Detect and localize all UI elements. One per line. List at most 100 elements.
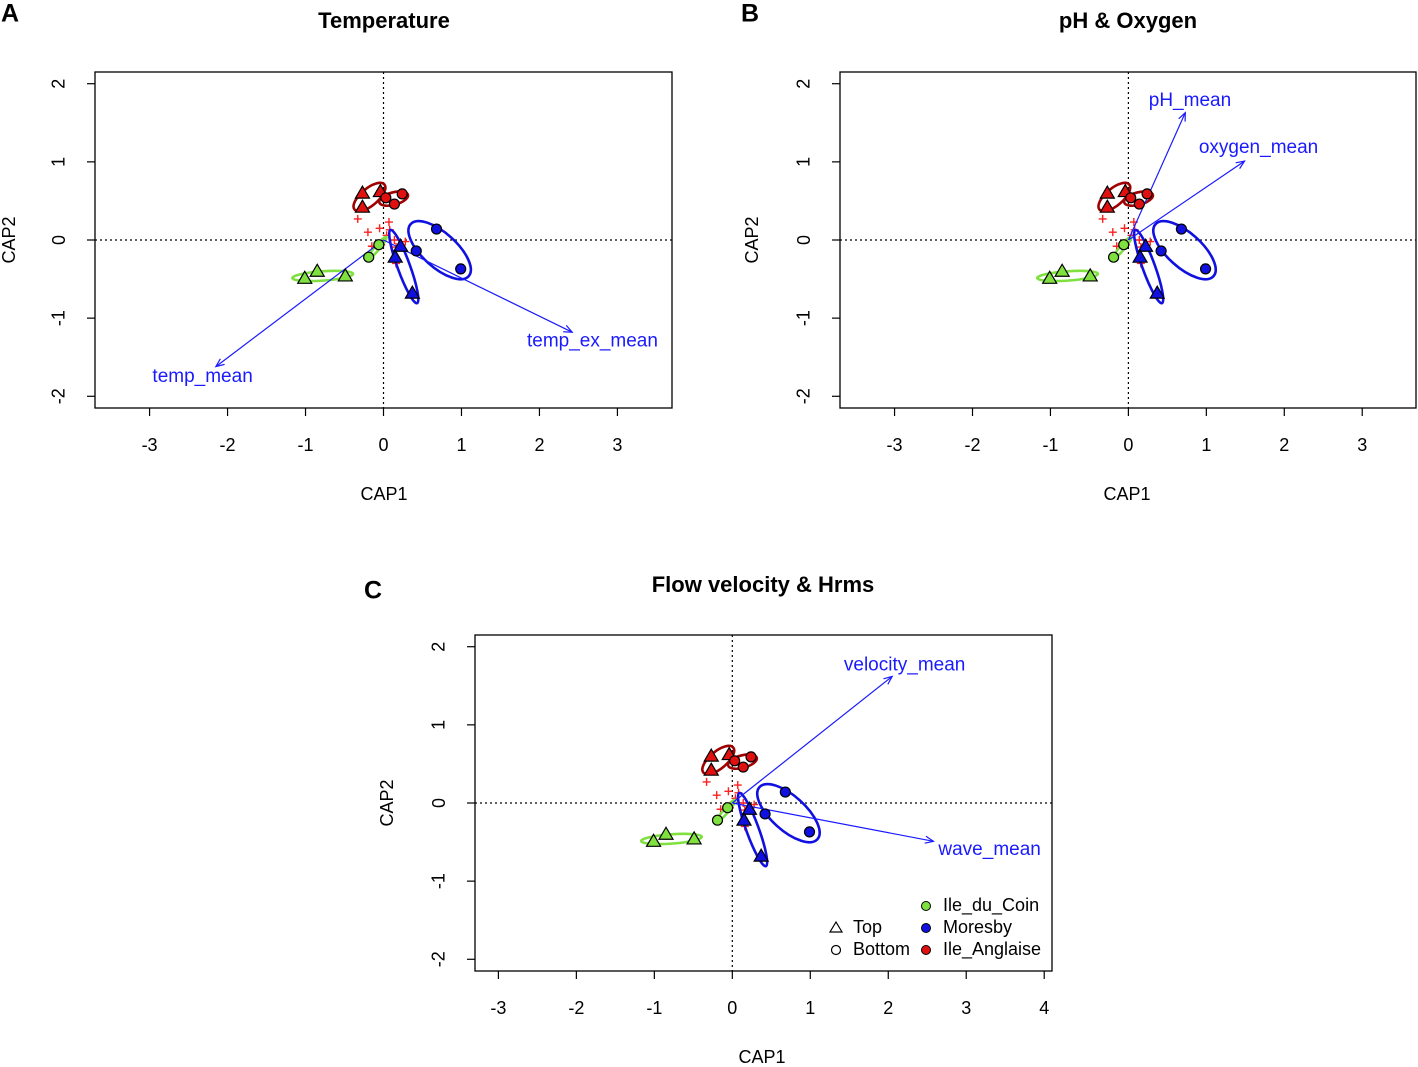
vector-arrowhead bbox=[1235, 160, 1246, 169]
site-point-top bbox=[1132, 249, 1149, 263]
y-axis-label: CAP2 bbox=[377, 779, 397, 826]
x-tick-label: -3 bbox=[490, 998, 506, 1018]
site-point-top bbox=[686, 830, 703, 845]
x-tick-label: 3 bbox=[1357, 435, 1367, 455]
site-point-bottom bbox=[803, 826, 816, 838]
site-point-top bbox=[1041, 270, 1058, 284]
vector-label: temp_mean bbox=[152, 366, 252, 387]
x-tick-label: 1 bbox=[805, 998, 815, 1018]
legend-circle-icon bbox=[830, 944, 842, 956]
y-tick-label: 2 bbox=[794, 79, 814, 89]
site-point-top bbox=[703, 761, 720, 776]
panel-letter: C bbox=[364, 577, 382, 605]
site-point-bottom bbox=[737, 761, 749, 773]
species-marker bbox=[712, 791, 721, 800]
vector-arrow bbox=[215, 239, 384, 368]
legend-dot-icon bbox=[921, 901, 931, 911]
site-point-bottom bbox=[711, 814, 724, 826]
legend-dot-icon bbox=[921, 923, 931, 933]
ellipse-ile-du-coin-top bbox=[1035, 269, 1100, 283]
site-point-top bbox=[309, 263, 326, 277]
vector-label: wave_mean bbox=[937, 839, 1040, 860]
species-marker bbox=[375, 224, 384, 233]
y-tick-label: 1 bbox=[794, 157, 814, 167]
site-point-top bbox=[1099, 198, 1116, 213]
x-tick-label: -2 bbox=[220, 435, 236, 455]
site-point-top bbox=[392, 238, 409, 252]
x-tick-label: 4 bbox=[1039, 998, 1049, 1018]
y-tick-label: 2 bbox=[429, 642, 449, 652]
vector-arrowhead bbox=[214, 358, 225, 368]
panel-letter: B bbox=[741, 0, 759, 28]
site-point-top bbox=[354, 184, 371, 199]
y-tick-label: -1 bbox=[794, 310, 814, 326]
site-point-top bbox=[703, 747, 720, 762]
x-axis-label: CAP1 bbox=[738, 1047, 785, 1067]
ellipse-moresby-top bbox=[1132, 228, 1165, 305]
x-tick-label: 2 bbox=[534, 435, 544, 455]
vector-arrowhead bbox=[1178, 111, 1186, 122]
x-tick-label: 2 bbox=[883, 998, 893, 1018]
plot-area: velocity_mean wave_mean bbox=[475, 635, 1052, 971]
site-point-top bbox=[1149, 284, 1166, 299]
species-marker bbox=[1108, 228, 1117, 237]
site-point-bottom bbox=[1133, 198, 1145, 210]
site-point-bottom bbox=[1118, 239, 1130, 251]
ellipse-ile-du-coin-top bbox=[291, 269, 355, 283]
species-marker bbox=[390, 236, 399, 244]
ellipse-moresby-bottom bbox=[1152, 219, 1217, 281]
y-tick-label: 2 bbox=[49, 79, 69, 89]
y-tick-label: -1 bbox=[49, 310, 69, 326]
legend-label: Ile_Anglaise bbox=[943, 939, 1041, 960]
species-marker bbox=[724, 787, 733, 796]
vector-arrow bbox=[1127, 112, 1186, 241]
legend-label: Moresby bbox=[943, 917, 1012, 937]
species-marker bbox=[353, 214, 362, 223]
panel-title: Temperature bbox=[318, 8, 450, 33]
species-marker bbox=[363, 228, 372, 237]
site-point-bottom bbox=[396, 188, 408, 200]
x-tick-label: 3 bbox=[612, 435, 622, 455]
site-point-top bbox=[657, 826, 675, 840]
vector-label: pH_mean bbox=[1149, 90, 1231, 111]
y-tick-label: 0 bbox=[429, 798, 449, 808]
site-point-bottom bbox=[779, 786, 791, 798]
site-point-bottom bbox=[1141, 188, 1153, 200]
x-tick-label: -1 bbox=[1042, 435, 1058, 455]
site-point-top bbox=[337, 267, 354, 282]
ellipse-moresby-top bbox=[387, 228, 420, 305]
panel-title: Flow velocity & Hrms bbox=[652, 572, 875, 597]
y-tick-label: -2 bbox=[429, 951, 449, 967]
site-point-bottom bbox=[380, 192, 392, 204]
site-point-bottom bbox=[430, 223, 443, 235]
species-marker bbox=[702, 777, 711, 786]
species-marker bbox=[1098, 214, 1107, 223]
y-tick-label: -2 bbox=[794, 388, 814, 404]
y-tick-label: 0 bbox=[49, 235, 69, 245]
site-point-top bbox=[1054, 263, 1071, 277]
site-point-bottom bbox=[1125, 192, 1137, 204]
species-marker bbox=[1120, 224, 1129, 233]
panel-a: A Temperature CAP1 CAP2 -3 -2 -1 0 1 2 3 -2 -1 0 1 2 tem… bbox=[0, 0, 673, 504]
y-tick-label: -2 bbox=[49, 388, 69, 404]
x-tick-label: 0 bbox=[727, 998, 737, 1018]
legend-label: Top bbox=[853, 917, 882, 937]
species-marker bbox=[733, 781, 742, 790]
y-axis-label: CAP2 bbox=[742, 216, 762, 263]
site-point-top bbox=[404, 284, 421, 299]
x-tick-label: -1 bbox=[298, 435, 314, 455]
site-point-bottom bbox=[455, 263, 467, 275]
site-point-bottom bbox=[745, 751, 757, 763]
site-point-bottom bbox=[759, 808, 771, 820]
site-point-top bbox=[735, 812, 753, 826]
legend-label: Bottom bbox=[853, 939, 910, 959]
site-point-top bbox=[296, 270, 313, 284]
x-tick-label: 3 bbox=[961, 998, 971, 1018]
site-point-bottom bbox=[410, 245, 422, 257]
panel-letter: A bbox=[1, 0, 19, 28]
legend-triangle-icon bbox=[828, 920, 844, 933]
vector-arrow bbox=[1128, 160, 1245, 241]
y-tick-label: 1 bbox=[429, 720, 449, 730]
y-tick-label: 0 bbox=[794, 235, 814, 245]
